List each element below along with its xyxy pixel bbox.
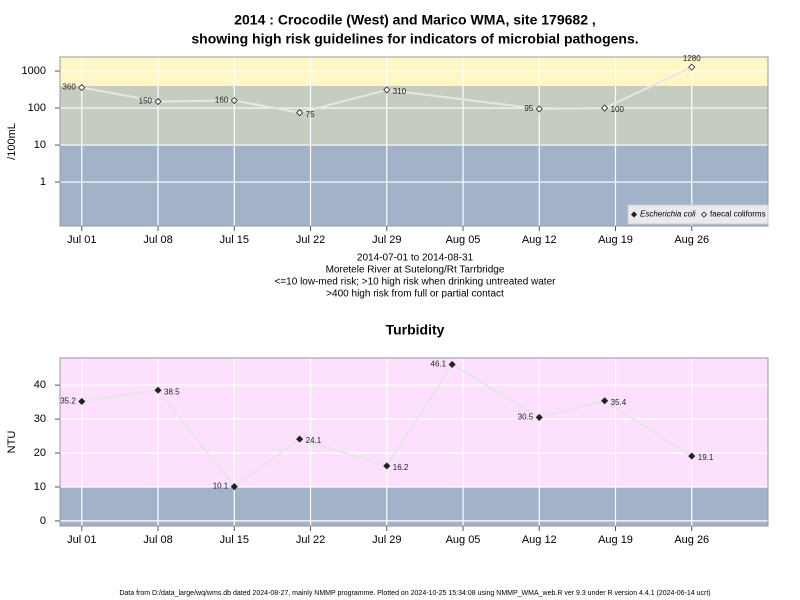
value-label: 75 — [306, 110, 315, 119]
y-tick-label: 40 — [34, 379, 46, 391]
x-tick-label: Jul 01 — [67, 534, 96, 546]
data-point — [296, 109, 304, 117]
legend-label: Escherichia coli — [640, 210, 696, 219]
footer: Data from D:/data_large/wq/wms.db dated … — [119, 590, 710, 597]
value-label: 360 — [62, 83, 76, 92]
risk-band — [60, 486, 768, 526]
x-tick-label: Aug 05 — [446, 534, 481, 546]
data-point — [383, 462, 391, 470]
y-tick-label: 30 — [34, 413, 46, 425]
data-point — [78, 397, 86, 406]
value-label: 100 — [611, 105, 625, 114]
y-tick-label: 1000 — [22, 65, 46, 77]
data-point — [535, 105, 543, 113]
value-label: 24.1 — [306, 436, 322, 445]
value-label: 310 — [393, 87, 407, 96]
y-tick-label: 1 — [40, 176, 46, 188]
x-tick-label: Jul 29 — [372, 534, 401, 546]
x-tick-label: Jul 15 — [220, 234, 249, 246]
x-tick-label: Jul 08 — [143, 534, 172, 546]
data-point — [154, 386, 162, 394]
value-label: 95 — [524, 104, 533, 113]
value-label: 35.2 — [60, 397, 76, 406]
value-label: 10.1 — [213, 482, 229, 491]
plot-frame — [59, 357, 769, 527]
x-tick-label: Jul 22 — [296, 234, 325, 246]
subtitle: Moretele River at Sutelong/Rt Tarrbridge — [326, 265, 505, 276]
data-point — [688, 63, 696, 71]
subtitle: 2014-07-01 to 2014-08-31 — [357, 253, 474, 264]
value-label: 1280 — [683, 54, 701, 63]
value-label: 38.5 — [164, 387, 180, 396]
value-label: 35.4 — [611, 398, 627, 407]
data-point — [296, 435, 304, 443]
x-tick-label: Aug 05 — [446, 234, 481, 246]
risk-band — [60, 85, 768, 146]
x-tick-label: Aug 26 — [674, 234, 709, 246]
subtitle: >400 high risk from full or partial cont… — [326, 289, 504, 300]
x-tick-label: Aug 12 — [522, 534, 557, 546]
y-axis-label: NTU — [6, 431, 18, 454]
data-point — [535, 413, 543, 421]
value-label: 46.1 — [431, 360, 447, 369]
x-tick-label: Jul 01 — [67, 234, 96, 246]
y-tick-label: 20 — [34, 447, 46, 459]
value-label: 30.5 — [518, 413, 534, 422]
legend-marker — [630, 211, 638, 218]
subtitle: <=10 low-med risk; >10 high risk when dr… — [275, 277, 557, 288]
x-tick-label: Aug 19 — [598, 234, 633, 246]
legend-marker — [700, 211, 708, 218]
data-point — [78, 83, 86, 92]
y-tick-label: 0 — [40, 515, 46, 527]
x-tick-label: Jul 08 — [143, 234, 172, 246]
data-point — [688, 452, 696, 460]
chart-title: showing high risk guidelines for indicat… — [191, 31, 638, 47]
data-point — [383, 86, 391, 94]
y-axis-label: /100mL — [6, 123, 18, 160]
data-point — [154, 97, 162, 106]
chart-title: 2014 : Crocodile (West) and Marico WMA, … — [234, 12, 596, 28]
data-point — [230, 96, 238, 105]
value-label: 160 — [215, 96, 229, 105]
data-point — [448, 360, 456, 369]
y-tick-label: 10 — [34, 481, 46, 493]
value-label: 19.1 — [698, 453, 714, 462]
data-point — [230, 483, 238, 491]
x-tick-label: Aug 12 — [522, 234, 557, 246]
x-tick-label: Jul 15 — [220, 534, 249, 546]
plot-frame — [59, 56, 769, 227]
legend-box — [627, 204, 769, 225]
x-tick-label: Aug 19 — [598, 534, 633, 546]
y-tick-label: 10 — [34, 139, 46, 151]
y-tick-label: 100 — [28, 102, 46, 114]
x-tick-label: Jul 29 — [372, 234, 401, 246]
x-tick-label: Jul 22 — [296, 534, 325, 546]
x-tick-label: Aug 26 — [674, 534, 709, 546]
value-label: 16.2 — [393, 463, 409, 472]
legend-label: faecal coliforms — [710, 210, 766, 219]
value-label: 150 — [139, 97, 153, 106]
chart-title: Turbidity — [386, 322, 445, 338]
data-point — [601, 397, 609, 405]
series-line — [81, 66, 693, 114]
data-point — [601, 104, 609, 112]
